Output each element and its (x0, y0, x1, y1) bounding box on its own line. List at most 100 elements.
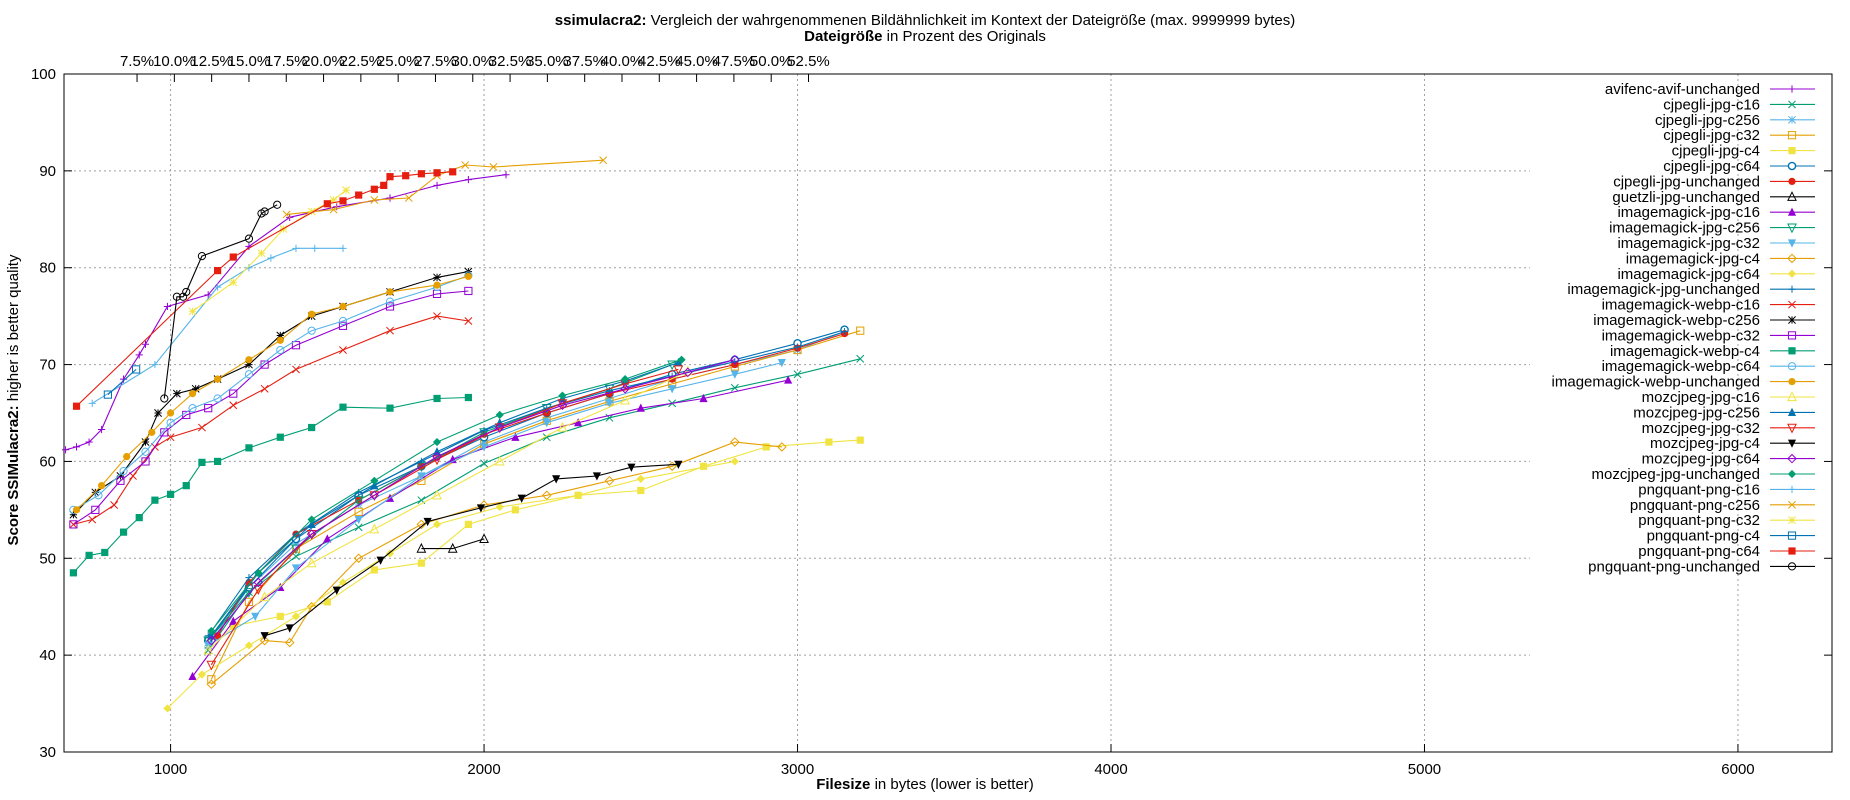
data-point (404, 194, 413, 202)
legend-label: cjpegli-jpg-unchanged (1613, 173, 1760, 190)
legend-swatch-marker (1788, 115, 1796, 124)
legend-swatch-marker (1788, 547, 1796, 555)
series-line (192, 379, 789, 677)
x2-tick-label: 32.5% (489, 53, 532, 70)
data-point (433, 281, 441, 289)
legend-label: imagemagick-jpg-c32 (1617, 235, 1760, 252)
legend-swatch-marker (1788, 378, 1796, 386)
data-point (339, 302, 347, 311)
data-point (417, 170, 425, 178)
x2-tick-label: 50.0% (750, 53, 793, 70)
data-point (386, 326, 394, 335)
legend-label: imagemagick-jpg-c64 (1617, 266, 1760, 283)
data-point (416, 519, 427, 530)
data-point (182, 287, 191, 297)
series-mozcjpeg-jpg-c4 (260, 460, 683, 641)
data-point (417, 472, 426, 481)
data-point (730, 370, 739, 379)
data-point (245, 356, 253, 364)
data-point (110, 501, 119, 509)
data-point (291, 544, 301, 555)
x2-tick-label: 10.0% (153, 53, 196, 70)
series-line (167, 460, 735, 709)
data-point (229, 389, 238, 398)
data-point (605, 399, 614, 408)
legend-label: imagemagick-jpg-c256 (1609, 220, 1760, 237)
data-point (416, 542, 427, 553)
data-point (253, 585, 264, 595)
data-point (856, 326, 865, 335)
legend-swatch-marker (1787, 407, 1797, 416)
legend-label: imagemagick-jpg-c4 (1626, 250, 1760, 267)
data-point (260, 207, 269, 216)
data-point (354, 515, 363, 525)
data-point (229, 278, 238, 287)
series-pngquant-png-unchanged (160, 200, 282, 403)
data-point (306, 557, 317, 568)
data-point (308, 423, 316, 432)
data-point (673, 365, 684, 376)
legend-label: imagemagick-jpg-unchanged (1567, 281, 1760, 298)
x-tick-label: 6000 (1721, 761, 1754, 778)
data-point (94, 491, 103, 500)
data-point (339, 403, 347, 411)
data-point (69, 569, 78, 577)
data-point (204, 291, 212, 299)
series-line (76, 275, 469, 511)
series-pngquant-png-c16 (88, 244, 347, 407)
data-point (188, 404, 197, 413)
series-line (207, 358, 861, 651)
data-point (449, 168, 457, 176)
data-point (292, 552, 300, 561)
legend-swatch-marker (1787, 391, 1797, 402)
data-point (461, 161, 470, 169)
data-point (370, 566, 378, 574)
data-point (257, 249, 266, 258)
data-point (207, 626, 216, 636)
data-point (777, 359, 786, 368)
data-point (276, 433, 284, 441)
data-point (214, 375, 222, 383)
legend-swatch-marker (1787, 191, 1797, 201)
data-point (339, 346, 347, 354)
series-imagemagick-webp-unchanged (72, 272, 472, 514)
data-point (103, 390, 112, 399)
legend-label: cjpegli-jpg-c256 (1655, 112, 1760, 129)
data-point (668, 385, 677, 394)
data-point (306, 529, 317, 539)
data-point (166, 490, 175, 498)
data-point (620, 394, 631, 405)
data-point (674, 460, 683, 469)
data-point (386, 288, 394, 296)
data-point (151, 496, 159, 504)
legend-swatch-marker (1788, 500, 1796, 509)
series-pngquant-png-c64 (72, 168, 457, 410)
data-point (172, 292, 181, 301)
data-point (730, 437, 740, 447)
data-point (151, 360, 159, 369)
data-point (370, 476, 379, 485)
series-line (210, 359, 735, 641)
series-imagemagick-webp-c16 (69, 312, 473, 529)
chart-title-rest: Vergleich der wahrgenommenen Bildähnlich… (646, 12, 1296, 29)
data-point (207, 675, 216, 684)
series-line (421, 538, 485, 550)
data-point (370, 185, 378, 193)
legend-swatch-marker (1788, 300, 1796, 309)
data-point (213, 394, 222, 403)
series-line (217, 333, 845, 637)
data-point (385, 549, 395, 558)
data-point (307, 326, 316, 335)
data-point (479, 443, 489, 452)
legend-swatch-marker (1787, 439, 1797, 448)
data-point (69, 520, 78, 529)
data-point (332, 586, 341, 595)
series-mozcjpeg-jpg-unchanged (207, 355, 686, 636)
data-point (432, 437, 442, 447)
legend-label: mozcjpeg-jpg-c32 (1642, 420, 1760, 437)
series-line (73, 271, 469, 516)
data-point (260, 384, 269, 393)
legend-swatch-marker (1788, 516, 1796, 525)
series-line (207, 331, 845, 646)
data-point (730, 457, 739, 466)
